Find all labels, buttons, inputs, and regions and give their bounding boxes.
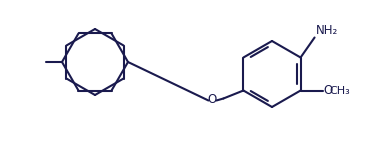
Text: CH₃: CH₃ (329, 86, 350, 96)
Text: NH₂: NH₂ (315, 24, 338, 36)
Text: O: O (324, 84, 333, 97)
Text: O: O (208, 93, 217, 106)
